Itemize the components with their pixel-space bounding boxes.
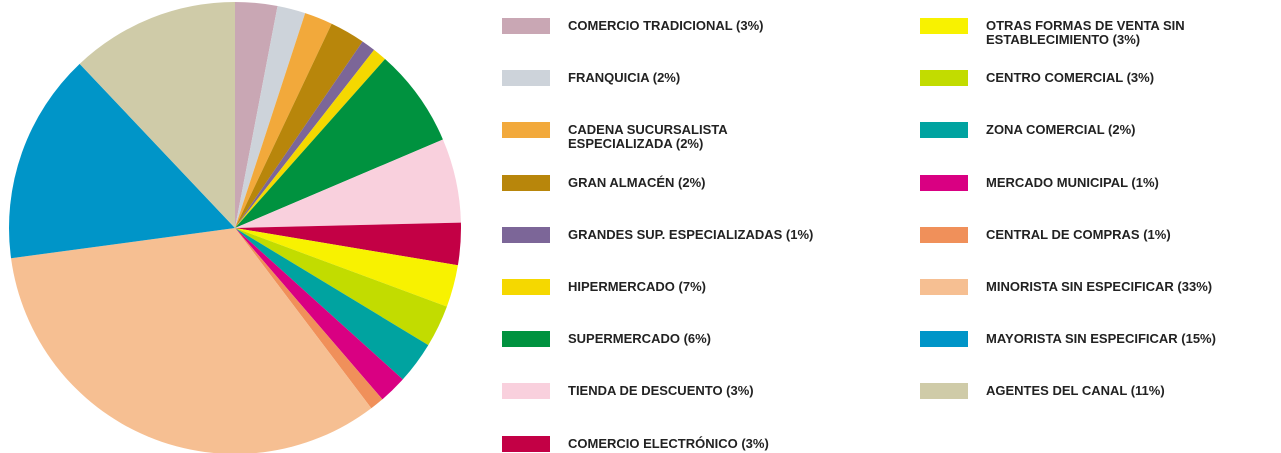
legend-label: SUPERMERCADO (6%)	[568, 331, 712, 347]
pie-slice	[235, 228, 403, 400]
legend-item: ZONA COMERCIAL (2%)	[920, 122, 1136, 139]
legend-item: HIPERMERCADO (7%)	[502, 279, 706, 295]
legend-item: OTRAS FORMAS DE VENTA SIN ESTABLECIMIENT…	[920, 18, 1185, 47]
legend-swatch	[502, 226, 550, 243]
pie-slice	[235, 139, 461, 228]
pie-slice	[235, 6, 306, 229]
legend-label: COMERCIO TRADICIONAL (3%)	[568, 18, 764, 33]
pie-slice	[235, 228, 429, 380]
pie-slice	[11, 228, 372, 453]
pie-slice	[235, 59, 443, 228]
pie-slice	[235, 49, 386, 229]
legend-swatch	[920, 226, 968, 243]
legend-item: GRAN ALMACÉN (2%)	[502, 174, 706, 191]
legend-label: GRAN ALMACÉN (2%)	[568, 174, 706, 190]
legend-swatch	[502, 122, 550, 139]
legend-item: CENTRAL DE COMPRAS (1%)	[920, 226, 1171, 243]
legend-label: CADENA SUCURSALISTA ESPECIALIZADA (2%)	[568, 122, 728, 152]
legend-swatch	[920, 122, 968, 139]
legend-label: MERCADO MUNICIPAL (1%)	[986, 174, 1159, 190]
pie-slice	[235, 41, 375, 228]
legend-swatch	[920, 383, 968, 400]
legend-item: FRANQUICIA (2%)	[502, 70, 681, 87]
legend-label: MAYORISTA SIN ESPECIFICAR (15%)	[986, 331, 1216, 347]
legend-label: MINORISTA SIN ESPECIFICAR (33%)	[986, 279, 1213, 294]
pie-slice	[235, 2, 278, 228]
legend-item: MERCADO MUNICIPAL (1%)	[920, 174, 1159, 191]
legend-label: FRANQUICIA (2%)	[568, 70, 681, 86]
legend-swatch	[502, 174, 550, 191]
pie-slice	[235, 13, 332, 228]
legend-label: AGENTES DEL CANAL (11%)	[986, 383, 1165, 399]
legend-swatch	[920, 18, 968, 34]
legend-swatch	[502, 383, 550, 400]
pie-slice	[235, 228, 447, 346]
legend-item: TIENDA DE DESCUENTO (3%)	[502, 383, 754, 400]
legend-item: SUPERMERCADO (6%)	[502, 331, 712, 348]
legend-item: COMERCIO TRADICIONAL (3%)	[502, 18, 763, 34]
pie-slice	[8, 63, 236, 259]
pie-slice	[235, 228, 383, 409]
legend-swatch	[920, 70, 968, 87]
legend-label: HIPERMERCADO (7%)	[568, 279, 706, 294]
pie-slice	[235, 228, 458, 307]
legend-item: AGENTES DEL CANAL (11%)	[920, 383, 1165, 400]
legend-label: CENTRO COMERCIAL (3%)	[986, 70, 1155, 86]
legend-item: CENTRO COMERCIAL (3%)	[920, 70, 1155, 87]
legend-item: CADENA SUCURSALISTA ESPECIALIZADA (2%)	[502, 122, 728, 151]
legend-swatch	[502, 435, 550, 452]
legend-swatch	[502, 18, 550, 34]
legend-label: GRANDES SUP. ESPECIALIZADAS (1%)	[568, 226, 814, 242]
legend-item: MAYORISTA SIN ESPECIFICAR (15%)	[920, 331, 1216, 348]
legend-swatch	[502, 279, 550, 295]
pie-slice	[235, 222, 461, 266]
legend-item: COMERCIO ELECTRÓNICO (3%)	[502, 435, 769, 452]
legend-label: CENTRAL DE COMPRAS (1%)	[986, 226, 1171, 242]
legend-swatch	[502, 331, 550, 348]
legend-label: COMERCIO ELECTRÓNICO (3%)	[568, 435, 769, 451]
legend-label: TIENDA DE DESCUENTO (3%)	[568, 383, 754, 399]
pie-slice	[235, 23, 363, 229]
legend-item: MINORISTA SIN ESPECIFICAR (33%)	[920, 279, 1212, 295]
legend-label: OTRAS FORMAS DE VENTA SIN ESTABLECIMIENT…	[986, 18, 1185, 47]
legend-swatch	[502, 70, 550, 87]
legend-swatch	[920, 174, 968, 191]
legend-label: ZONA COMERCIAL (2%)	[986, 122, 1136, 138]
pie-slice	[79, 2, 235, 228]
legend-item: GRANDES SUP. ESPECIALIZADAS (1%)	[502, 226, 814, 243]
pie-chart	[8, 2, 461, 453]
legend-swatch	[920, 331, 968, 348]
legend-swatch	[920, 279, 968, 295]
